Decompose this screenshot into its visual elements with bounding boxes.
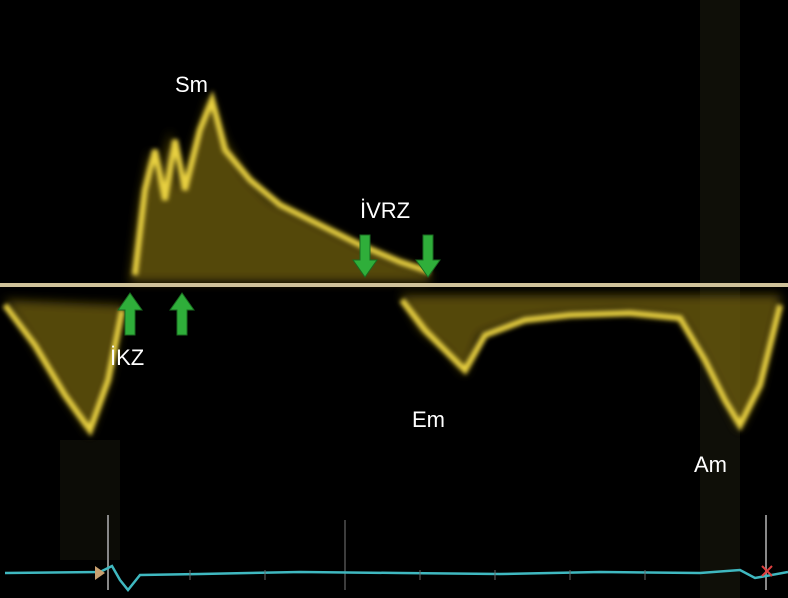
label-sm: Sm (175, 72, 208, 97)
page: Sm İVRZ İKZ Em Am (() => { const data = … (0, 0, 788, 598)
doppler-image: Sm İVRZ İKZ Em Am (0, 0, 788, 598)
label-am: Am (694, 452, 727, 477)
label-ivrz: İVRZ (360, 198, 410, 223)
label-ikz: İKZ (110, 345, 144, 370)
label-em: Em (412, 407, 445, 432)
shadow (60, 440, 120, 560)
